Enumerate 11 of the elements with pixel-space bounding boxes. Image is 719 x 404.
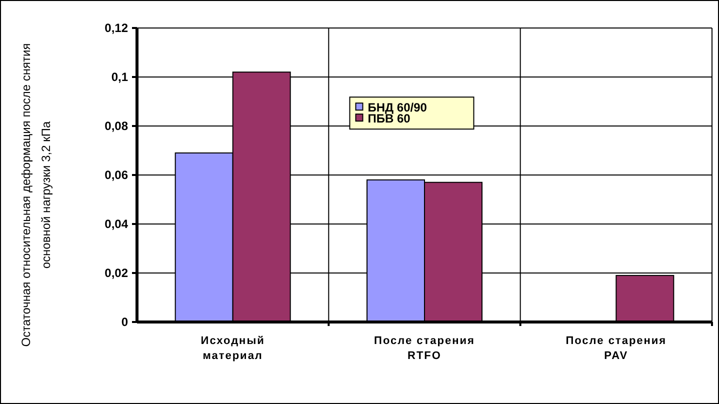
y-tick-label: 0,04	[104, 217, 128, 232]
y-tick-label: 0,12	[104, 21, 128, 36]
y-tick-label: 0,02	[104, 266, 128, 280]
y-tick-label: 0	[121, 315, 128, 330]
y-tick-label: 0,1	[111, 70, 128, 84]
y-axis-title: Остаточная относительная деформация после снятия основной нагрузки 3,2 кПа	[19, 43, 53, 347]
x-tick-label: После старения RTFO	[374, 335, 475, 362]
y-tick-label: 0,08	[104, 119, 128, 134]
x-tick-label: Исходный материал	[200, 335, 265, 362]
x-tick-label: После старения PAV	[566, 335, 667, 362]
y-tick-label: 0,06	[104, 168, 128, 182]
